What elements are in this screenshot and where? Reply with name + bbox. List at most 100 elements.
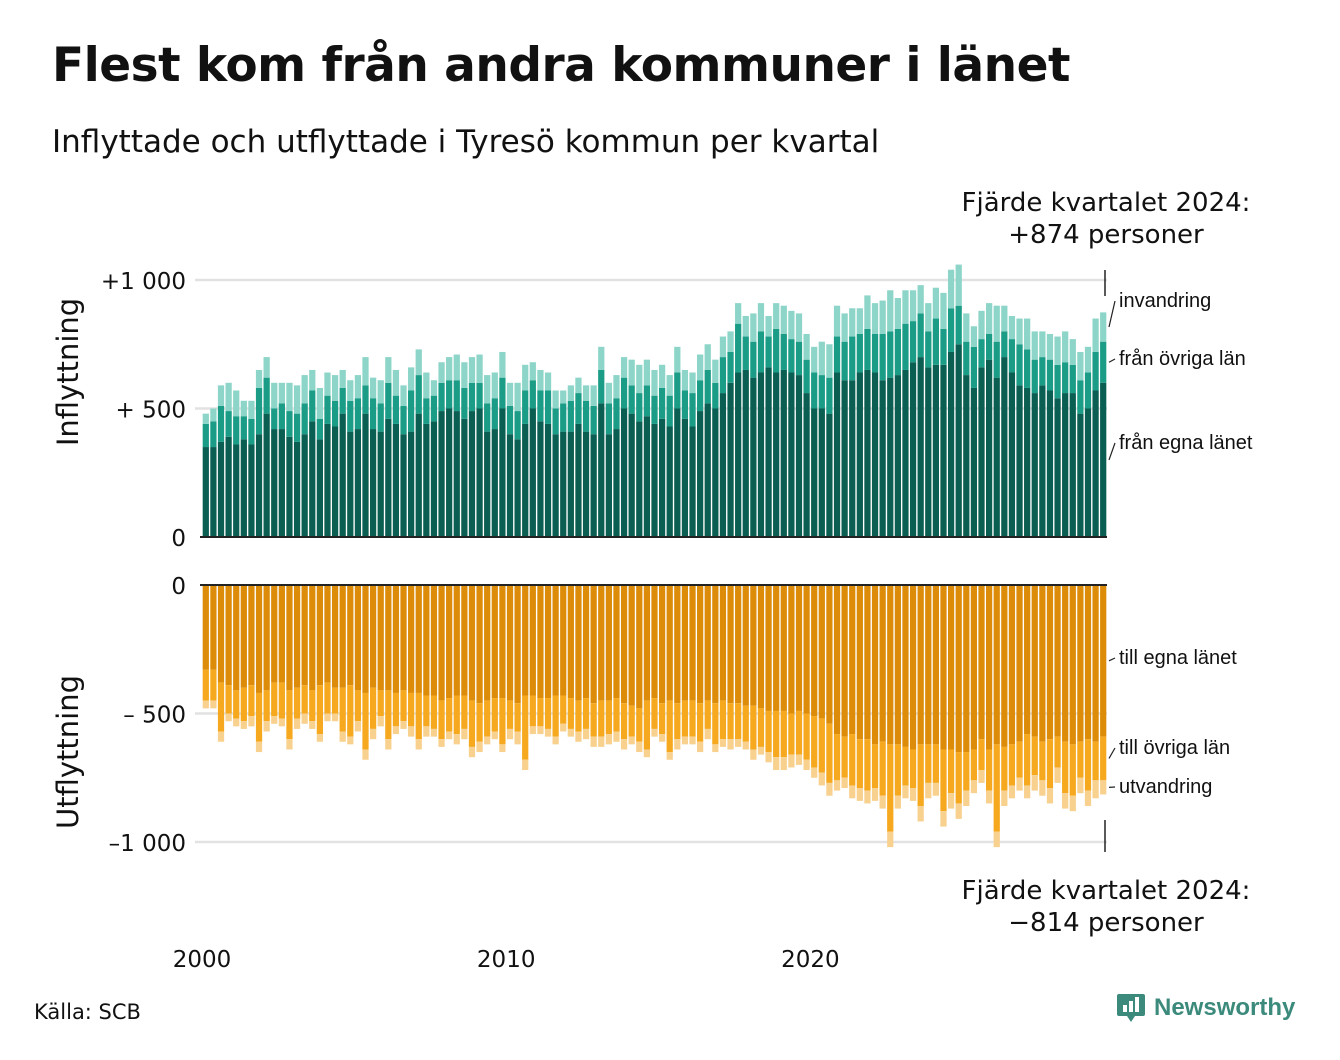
utflyttning-bar <box>1008 744 1016 786</box>
series-label: invandring <box>1119 290 1211 312</box>
inflyttning-bar <box>925 331 932 368</box>
utflyttning-bar <box>947 749 955 794</box>
utflyttning-bar <box>529 695 536 727</box>
utflyttning-bar <box>316 734 323 742</box>
utflyttning-bar <box>301 713 308 724</box>
utflyttning-bar <box>316 585 323 686</box>
utflyttning-bar <box>856 739 863 789</box>
inflyttning-bar <box>856 372 863 537</box>
inflyttning-bar <box>1001 305 1008 332</box>
utflyttning-bar <box>1024 585 1031 735</box>
utflyttning-bar <box>560 723 567 732</box>
inflyttning-bar <box>826 344 833 378</box>
utflyttning-bar <box>499 698 506 745</box>
utflyttning-bar <box>590 703 597 737</box>
inflyttning-bar <box>415 413 422 537</box>
inflyttning-bar <box>947 308 955 352</box>
inflyttning-bar <box>697 411 704 537</box>
utflyttning-bar <box>537 698 544 727</box>
utflyttning-bar <box>803 713 810 760</box>
utflyttning-bar <box>491 731 498 740</box>
utflyttning-bar <box>826 723 833 783</box>
utflyttning-bar <box>719 585 727 701</box>
utflyttning-bar <box>887 831 894 848</box>
utflyttning-bar <box>362 585 369 693</box>
inflyttning-bar <box>514 382 521 412</box>
inflyttning-bar <box>955 264 962 306</box>
inflyttning-bar <box>658 364 666 388</box>
utflyttning-bar <box>826 585 833 724</box>
utflyttning-bar <box>917 806 924 822</box>
inflyttning-bar <box>818 408 825 537</box>
utflyttning-bar <box>1046 788 1054 804</box>
utflyttning-bar <box>476 741 483 753</box>
utflyttning-bar <box>1069 744 1076 796</box>
utflyttning-bar <box>887 585 894 745</box>
utflyttning-bar <box>712 585 719 704</box>
inflyttning-bar <box>879 333 886 381</box>
inflyttning-bar <box>719 357 727 394</box>
utflyttning-bar <box>1031 585 1038 737</box>
utflyttning-bar <box>590 585 597 704</box>
inflyttning-bar <box>917 313 924 358</box>
utflyttning-bar <box>377 716 384 727</box>
inflyttning-bar <box>446 408 453 537</box>
utflyttning-bar <box>392 726 400 735</box>
inflyttning-bar <box>795 375 803 537</box>
inflyttning-bar <box>909 362 917 537</box>
brand-logo[interactable]: Newsworthy <box>1116 992 1295 1024</box>
inflyttning-bar <box>461 362 468 388</box>
inflyttning-bar <box>575 377 582 394</box>
inflyttning-bar <box>909 290 917 322</box>
utflyttning-bar <box>902 585 909 747</box>
utflyttning-bar <box>955 803 962 819</box>
inflyttning-bar <box>651 395 658 424</box>
inflyttning-bar <box>339 369 346 388</box>
utflyttning-bar <box>347 585 354 686</box>
inflyttning-bar <box>666 426 673 537</box>
inflyttning-bar <box>240 400 247 417</box>
inflyttning-bar <box>1100 382 1107 537</box>
utflyttning-bar <box>293 718 301 729</box>
utflyttning-bar <box>613 698 620 732</box>
utflyttning-bar <box>210 585 217 670</box>
utflyttning-bar <box>643 585 651 701</box>
inflyttning-bar <box>415 349 422 376</box>
inflyttning-bar <box>210 408 217 422</box>
inflyttning-bar <box>499 351 506 378</box>
inflyttning-bar <box>887 377 894 537</box>
inflyttning-bar <box>529 408 536 537</box>
utflyttning-bar <box>461 695 468 729</box>
utflyttning-bar <box>993 585 1000 745</box>
inflyttning-bar <box>773 303 780 329</box>
utflyttning-bar <box>940 585 947 750</box>
grid-lines <box>195 278 1107 844</box>
utflyttning-bar <box>567 728 574 737</box>
utflyttning-bar <box>263 721 270 732</box>
inflyttning-bar <box>894 375 901 537</box>
inflyttning-bar <box>293 413 301 442</box>
utflyttning-bar <box>331 713 339 722</box>
inflyttning-bar <box>271 429 278 537</box>
inflyttning-bar <box>225 436 232 537</box>
utflyttning-bar <box>613 585 620 699</box>
inflyttning-bar <box>666 375 673 396</box>
utflyttning-bar <box>1084 739 1092 791</box>
inflyttning-bar <box>529 362 536 381</box>
inflyttning-bar <box>856 308 863 334</box>
utflyttning-bar <box>1008 785 1016 799</box>
inflyttning-bar <box>1024 349 1031 388</box>
top-annotation-line1: Fjärde kvartalet 2024: <box>962 188 1251 218</box>
utflyttning-bar <box>955 585 962 753</box>
utflyttning-bar <box>833 734 841 781</box>
inflyttning-bar <box>255 434 263 537</box>
utflyttning-bar <box>681 585 689 701</box>
utflyttning-bar <box>1031 775 1038 791</box>
inflyttning-bar <box>940 328 947 365</box>
utflyttning-bar <box>324 682 331 714</box>
utflyttning-bar <box>567 585 574 699</box>
inflyttning-bar <box>697 354 704 381</box>
utflyttning-bar <box>879 795 886 809</box>
inflyttning-bar <box>301 434 308 537</box>
inflyttning-bar <box>278 403 285 430</box>
